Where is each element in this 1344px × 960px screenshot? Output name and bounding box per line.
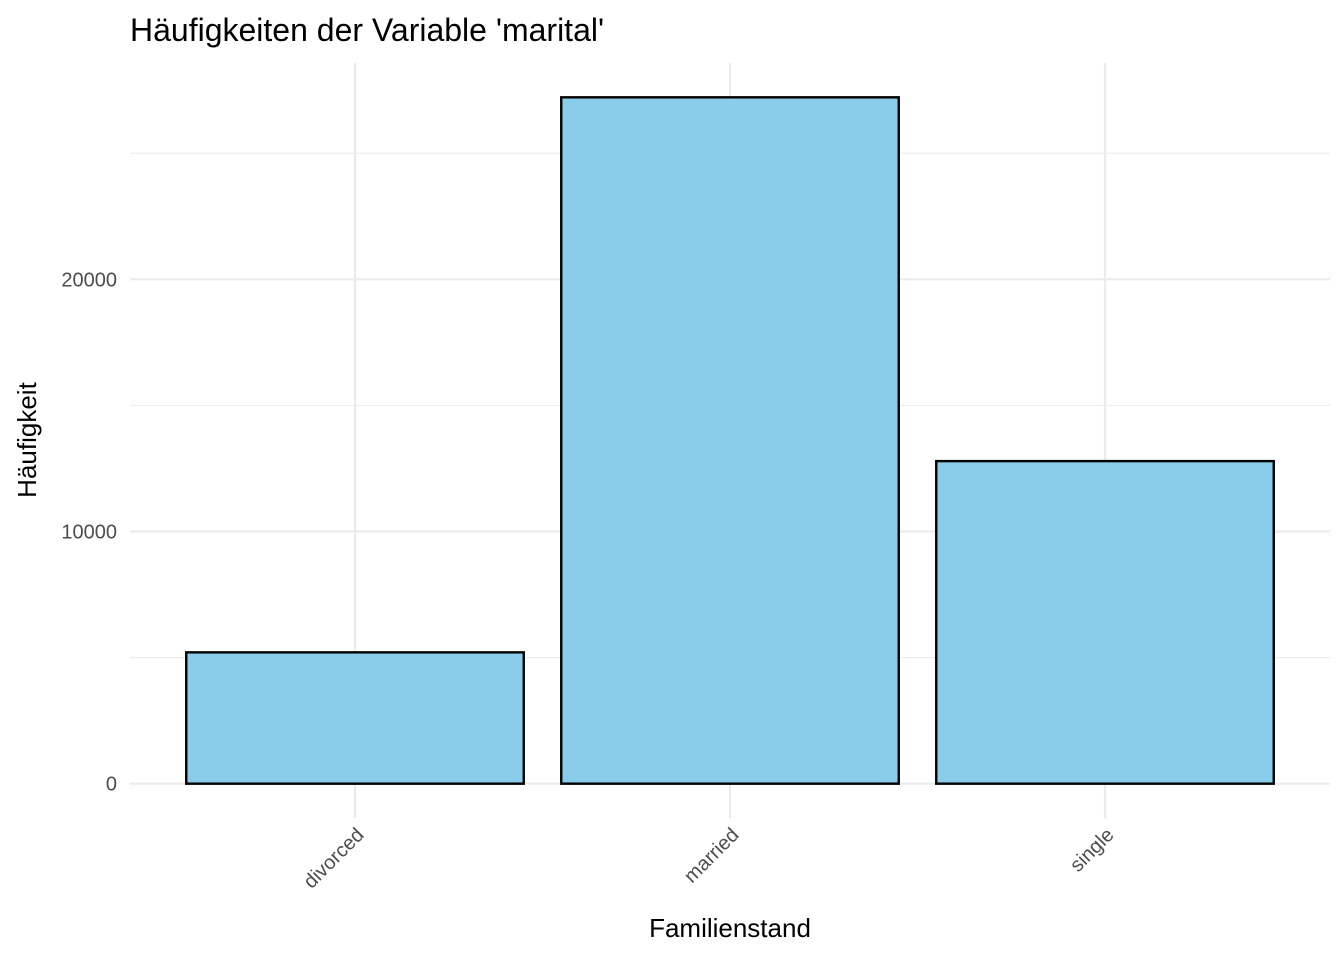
y-tick-label-1: 10000 (61, 521, 117, 543)
y-tick-label-2: 20000 (61, 269, 117, 291)
bars (185, 96, 1275, 785)
x-axis-title: Familienstand (649, 913, 811, 943)
x-tick-label-divorced: divorced (300, 824, 369, 893)
bar-married (560, 96, 900, 785)
bar-divorced (185, 651, 525, 785)
chart-title: Häufigkeiten der Variable 'marital' (130, 12, 604, 48)
x-tick-label-single: single (1066, 824, 1119, 877)
y-axis-tick-labels: 0 10000 20000 (61, 269, 117, 795)
y-axis-title: Häufigkeit (12, 381, 42, 497)
bar-single (935, 459, 1275, 785)
x-axis-tick-labels: divorced married single (300, 824, 1119, 893)
y-tick-label-0: 0 (106, 774, 117, 796)
x-tick-label-married: married (680, 824, 743, 887)
